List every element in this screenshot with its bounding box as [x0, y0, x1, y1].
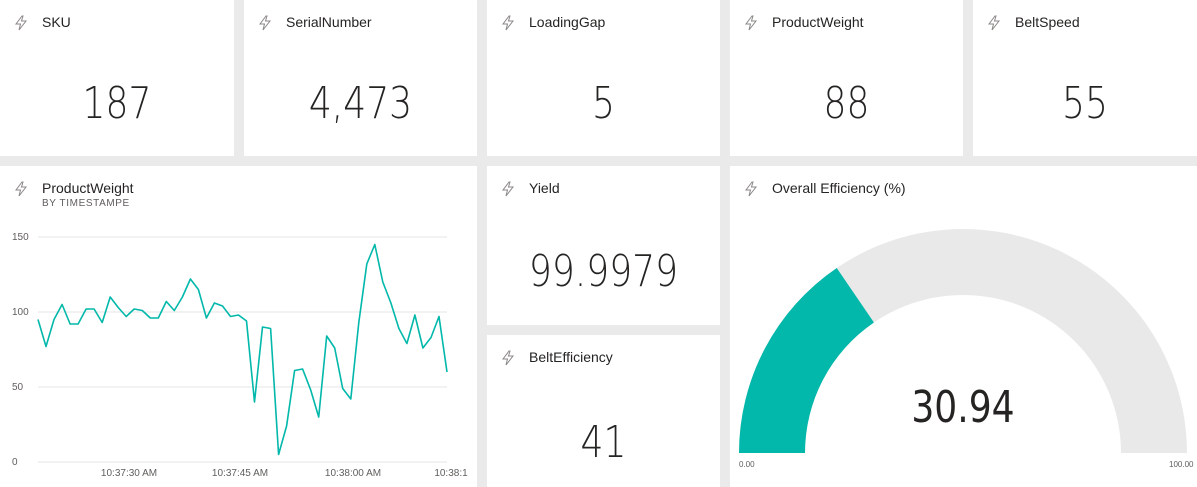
card-beltefficiency[interactable]: BeltEfficiency 41 [487, 335, 720, 487]
card-title: BeltEfficiency [529, 349, 613, 365]
card-value: 5 [592, 78, 615, 129]
card-value: 187 [82, 78, 152, 129]
chart-subtitle: BY TIMESTAMPE [42, 198, 130, 209]
y-tick-label: 0 [12, 457, 18, 468]
card-loadinggap[interactable]: LoadingGap 5 [487, 0, 720, 156]
card-title: BeltSpeed [1015, 14, 1080, 30]
x-tick-label: 10:38:00 AM [325, 468, 381, 479]
gauge-fill [739, 267, 874, 453]
gauge [739, 229, 1187, 453]
card-header: SerialNumber [258, 13, 372, 31]
x-tick-label: 10:37:30 AM [101, 468, 157, 479]
x-tick-label: 10:37:45 AM [212, 468, 268, 479]
card-title: SerialNumber [286, 14, 372, 30]
gauge-value: 30.94 [911, 382, 1015, 433]
lightning-bolt-icon [987, 15, 1001, 31]
lightning-bolt-icon [501, 181, 515, 197]
lightning-bolt-icon [258, 15, 272, 31]
card-header: BeltSpeed [987, 13, 1080, 31]
y-tick-label: 50 [12, 382, 24, 393]
card-header: ProductWeight [744, 13, 864, 31]
overall-efficiency-gauge-tile[interactable]: Overall Efficiency (%) 30.94 0.00 100.00 [730, 166, 1197, 487]
gauge-header: Overall Efficiency (%) [744, 179, 906, 197]
chart-title: ProductWeight [42, 180, 134, 196]
line-chart[interactable]: 150 100 50 0 10:37:30 AM 10:37:45 AM 10:38:00 … [0, 166, 477, 487]
card-title: LoadingGap [529, 14, 606, 30]
gauge-min-label: 0.00 [739, 460, 755, 469]
lightning-bolt-icon [744, 181, 758, 197]
card-productweight[interactable]: ProductWeight 88 [730, 0, 963, 156]
y-tick-label: 100 [12, 307, 29, 318]
card-beltspeed[interactable]: BeltSpeed 55 [973, 0, 1197, 156]
lightning-bolt-icon [14, 15, 28, 31]
lightning-bolt-icon [744, 15, 758, 31]
card-sku[interactable]: SKU 187 [0, 0, 234, 156]
gauge-max-label: 100.00 [1169, 460, 1194, 469]
card-value: 88 [823, 78, 870, 129]
card-value: 41 [580, 417, 627, 468]
card-header: LoadingGap [501, 13, 605, 31]
lightning-bolt-icon [14, 181, 28, 197]
card-value: 55 [1062, 78, 1108, 129]
lightning-bolt-icon [501, 350, 515, 366]
card-header: Yield [501, 179, 560, 197]
card-yield[interactable]: Yield 99.9979 [487, 166, 720, 325]
gauge-title: Overall Efficiency (%) [772, 180, 906, 196]
series-line[interactable] [37, 243, 448, 456]
card-title: Yield [529, 180, 560, 196]
card-title: ProductWeight [772, 14, 864, 30]
y-tick-label: 150 [12, 232, 29, 243]
productweight-line-chart-tile[interactable]: ProductWeight BY TIMESTAMPE 150 100 50 0 10:… [0, 166, 477, 487]
card-serialnumber[interactable]: SerialNumber 4,473 [244, 0, 477, 156]
card-header: SKU [14, 13, 71, 31]
gauge-track [739, 229, 1187, 453]
card-value: 4,473 [308, 78, 413, 129]
chart-header: ProductWeight BY TIMESTAMPE [14, 179, 134, 209]
card-header: BeltEfficiency [501, 348, 613, 366]
lightning-bolt-icon [501, 15, 515, 31]
card-title: SKU [42, 14, 71, 30]
x-tick-label: 10:38:1 [434, 468, 468, 479]
card-value: 99.9979 [528, 246, 679, 297]
